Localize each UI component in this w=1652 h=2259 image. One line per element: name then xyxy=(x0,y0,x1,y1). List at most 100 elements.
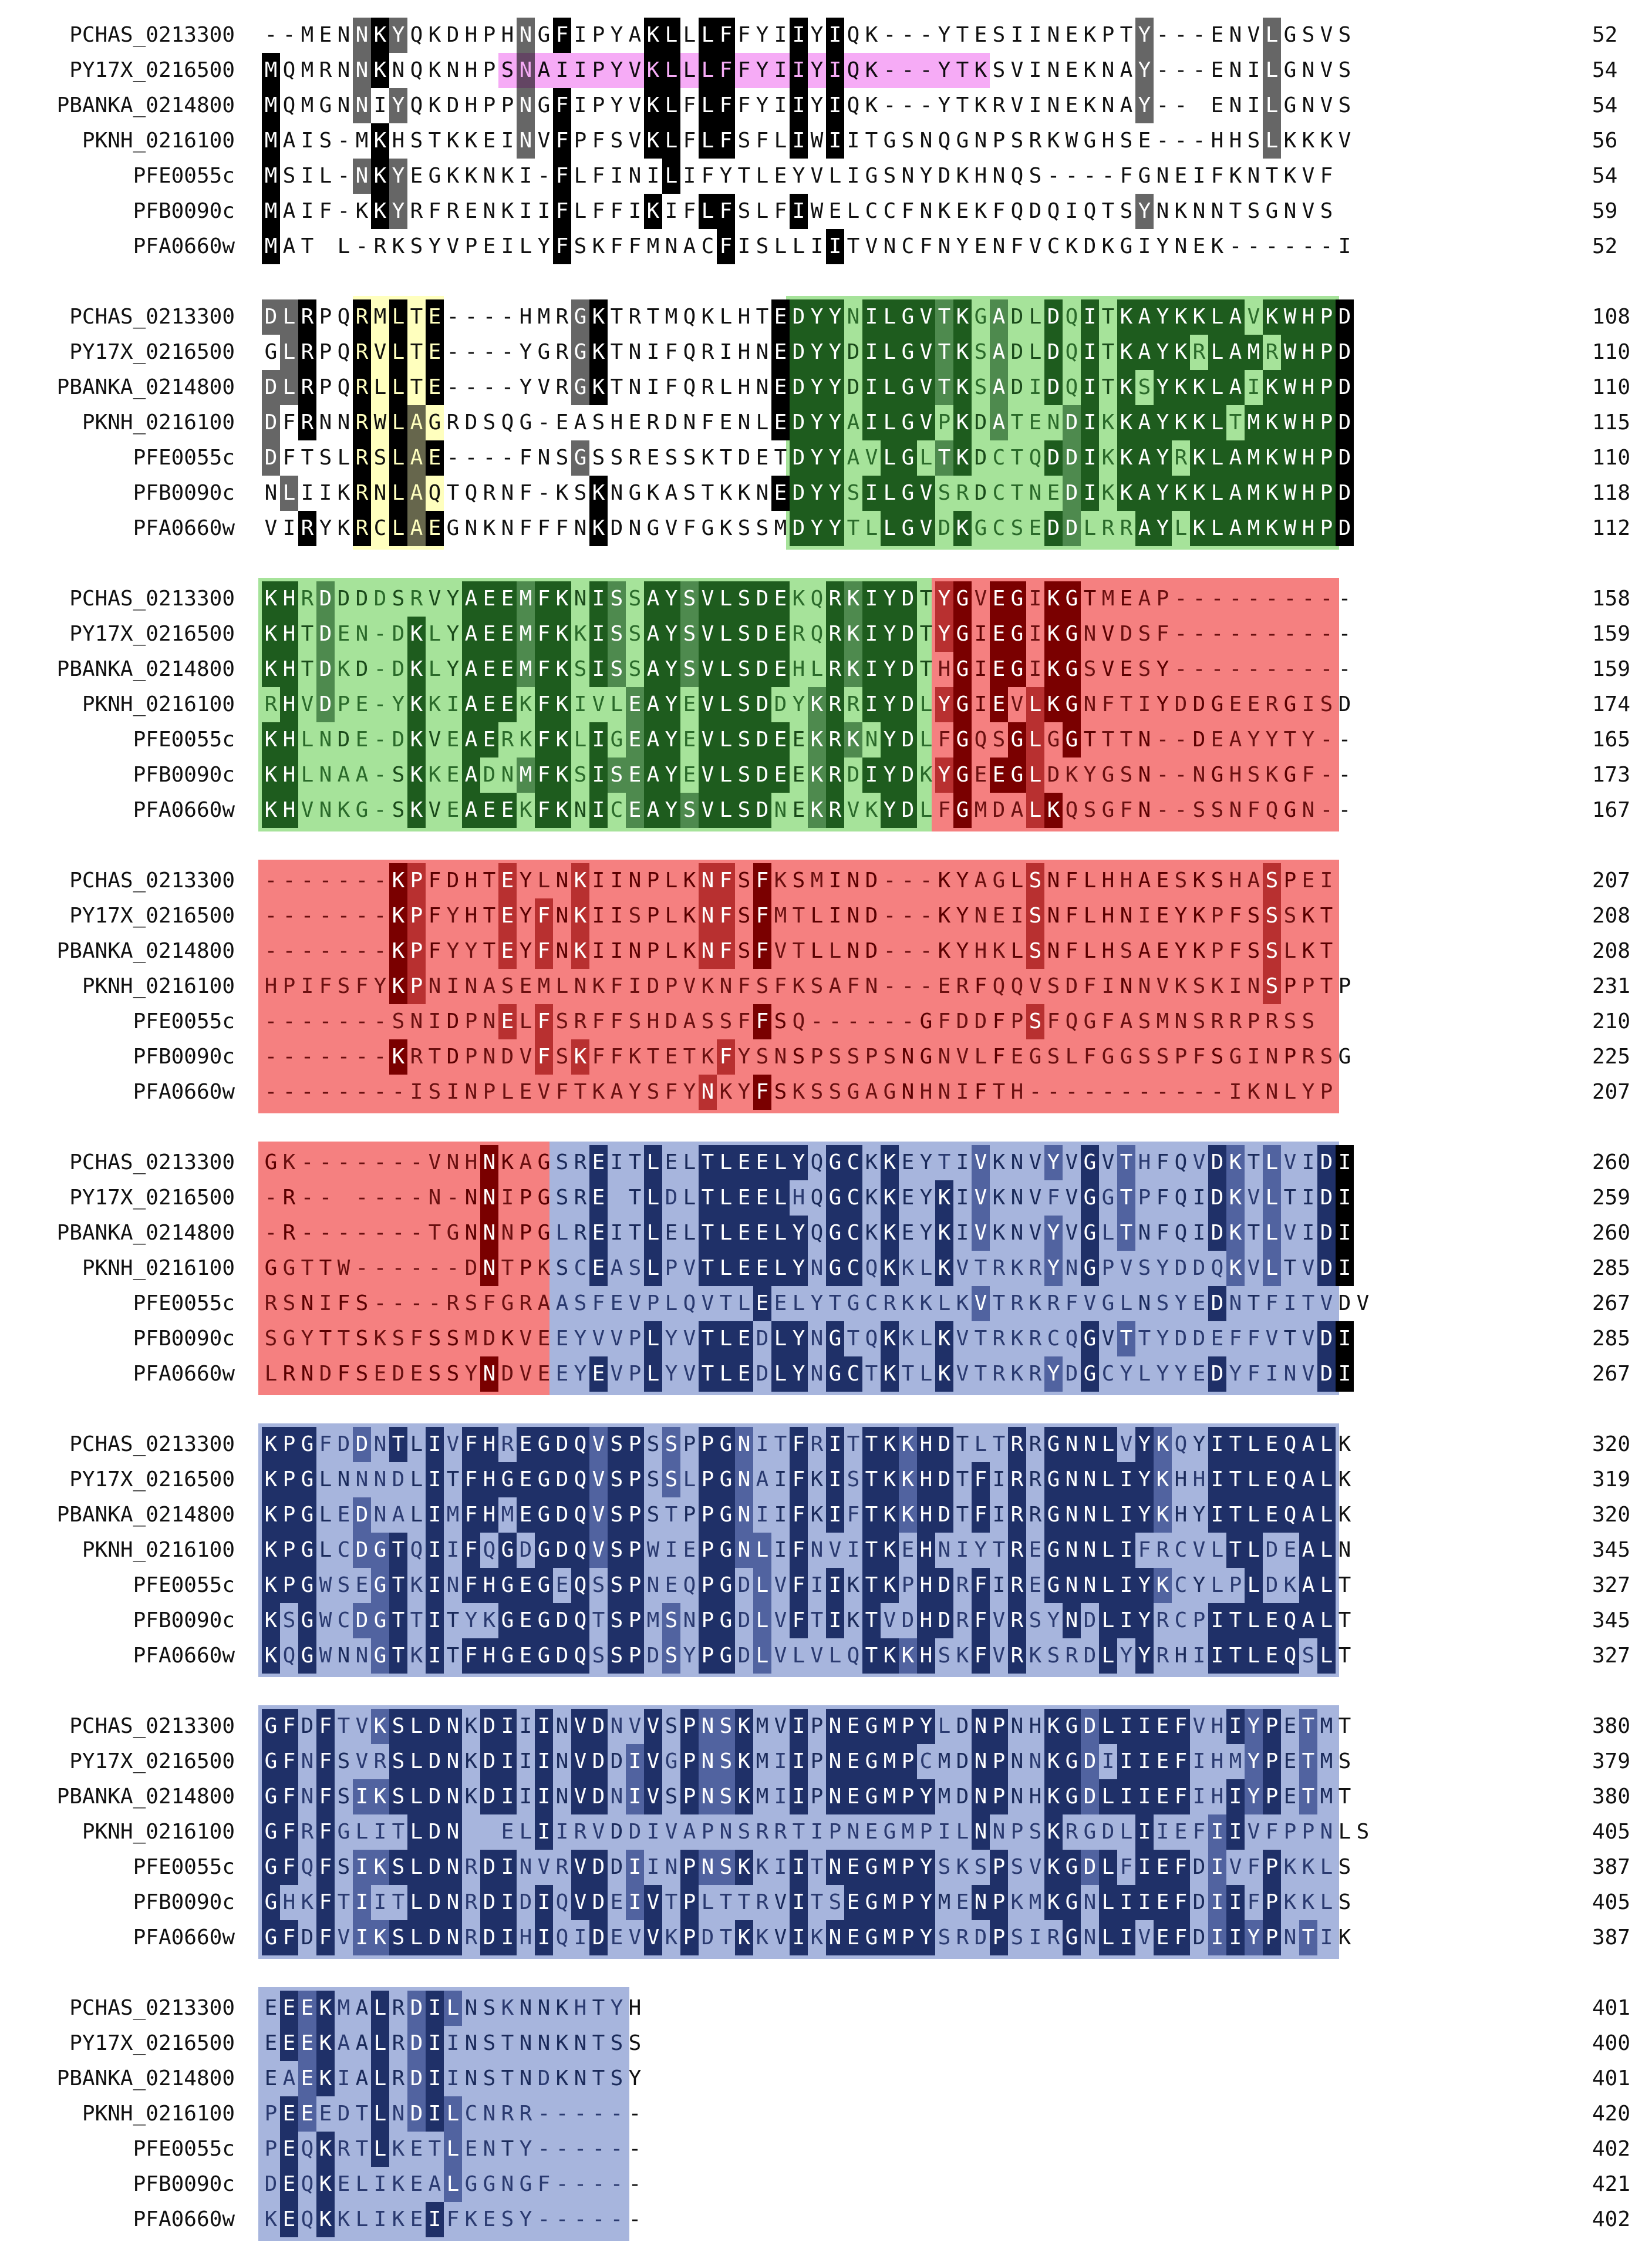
residue: K xyxy=(553,581,571,617)
residue: E xyxy=(1154,1779,1172,1814)
residue: D xyxy=(1081,1709,1099,1744)
residue: N xyxy=(1120,904,1133,928)
residue: S xyxy=(1192,974,1206,998)
residue: Y xyxy=(1135,1462,1154,1497)
residue: D xyxy=(262,405,280,440)
residue: R xyxy=(337,2137,350,2161)
residue: H xyxy=(1299,440,1317,476)
residue: F xyxy=(665,340,678,364)
residue: Y xyxy=(1154,299,1172,335)
residue: M xyxy=(774,516,787,540)
residue: N xyxy=(972,1814,990,1850)
residue: D xyxy=(1063,511,1081,546)
residue: F xyxy=(1047,1186,1060,1210)
residue: P xyxy=(519,1186,532,1210)
residue: S xyxy=(737,1820,751,1844)
residue: H xyxy=(480,1568,498,1603)
residue: N xyxy=(1247,164,1260,188)
residue: L xyxy=(371,2096,389,2132)
residue: K xyxy=(407,758,426,793)
residue: F xyxy=(316,1814,335,1850)
residue: Y xyxy=(1135,1568,1154,1603)
residue: S xyxy=(1247,939,1260,963)
residue: P xyxy=(1263,1709,1281,1744)
residue: V xyxy=(917,511,935,546)
residue: S xyxy=(717,1744,735,1779)
residue: E xyxy=(464,199,478,223)
residue: P xyxy=(264,2102,278,2126)
residue: E xyxy=(753,1286,771,1321)
residue: S xyxy=(628,622,642,646)
residue: Q xyxy=(683,1291,696,1315)
residue: I xyxy=(373,93,387,117)
residue: K xyxy=(1283,164,1297,188)
residue: A xyxy=(1299,1603,1317,1638)
residue: V xyxy=(1065,1221,1078,1245)
residue: E xyxy=(298,2096,316,2132)
residue: I xyxy=(301,974,314,998)
residue: T xyxy=(1226,1603,1245,1638)
residue: G xyxy=(371,1533,389,1568)
residue: E xyxy=(844,1850,862,1885)
residue: Y xyxy=(881,758,899,793)
residue: P xyxy=(464,234,478,258)
residue: F xyxy=(737,93,751,117)
residue: T xyxy=(1338,1714,1351,1738)
residue: I xyxy=(828,904,842,928)
residue: - xyxy=(1283,234,1297,258)
residue: G xyxy=(1063,687,1081,722)
residue: D xyxy=(610,1749,623,1773)
residue: - xyxy=(392,1291,405,1315)
residue: P xyxy=(699,1427,717,1462)
residue: T xyxy=(847,1432,860,1456)
residue: Y xyxy=(1135,53,1154,88)
residue: - xyxy=(319,868,332,893)
residue-count: 56 xyxy=(1592,129,1618,153)
residue: Y xyxy=(1245,1920,1263,1955)
residue: R xyxy=(410,1045,423,1069)
residue: A xyxy=(1226,370,1245,405)
residue: K xyxy=(1083,93,1097,117)
residue: G xyxy=(646,516,660,540)
sequence-name: PFA0660w xyxy=(133,516,235,540)
residue: I xyxy=(1302,1150,1315,1174)
residue: P xyxy=(1317,405,1336,440)
residue: H xyxy=(1029,1714,1042,1738)
residue: Q xyxy=(410,23,423,47)
residue: L xyxy=(1317,1603,1336,1638)
residue: K xyxy=(371,18,389,53)
residue: Q xyxy=(810,587,824,611)
residue: I xyxy=(862,299,881,335)
residue: R xyxy=(701,375,714,399)
residue: L xyxy=(1026,687,1044,722)
residue: N xyxy=(301,1749,314,1773)
residue: E xyxy=(410,2172,423,2196)
residue: R xyxy=(264,1291,278,1315)
residue: T xyxy=(1120,692,1133,716)
residue: H xyxy=(464,868,478,893)
residue: Y xyxy=(1245,1779,1263,1814)
residue: I xyxy=(373,2172,387,2196)
residue: G xyxy=(535,1533,553,1568)
residue: L xyxy=(771,1321,790,1356)
residue: E xyxy=(626,793,644,828)
residue: L xyxy=(1338,1820,1351,1844)
residue: N xyxy=(1338,1538,1351,1562)
residue: L xyxy=(865,516,878,540)
residue: S xyxy=(828,1890,842,1914)
residue: L xyxy=(1099,1920,1117,1955)
sequence-name: PCHAS_0213300 xyxy=(69,1714,235,1738)
residue: D xyxy=(480,1744,498,1779)
residue: K xyxy=(1117,405,1135,440)
residue: T xyxy=(1283,1186,1297,1210)
residue-count: 118 xyxy=(1592,481,1631,505)
residue: I xyxy=(1336,1321,1354,1356)
residue: Y xyxy=(1192,1432,1206,1456)
residue: I xyxy=(373,1890,387,1914)
residue: L xyxy=(371,1991,389,2026)
residue: N xyxy=(464,1186,478,1210)
residue: P xyxy=(280,1427,298,1462)
residue: M xyxy=(262,123,280,159)
